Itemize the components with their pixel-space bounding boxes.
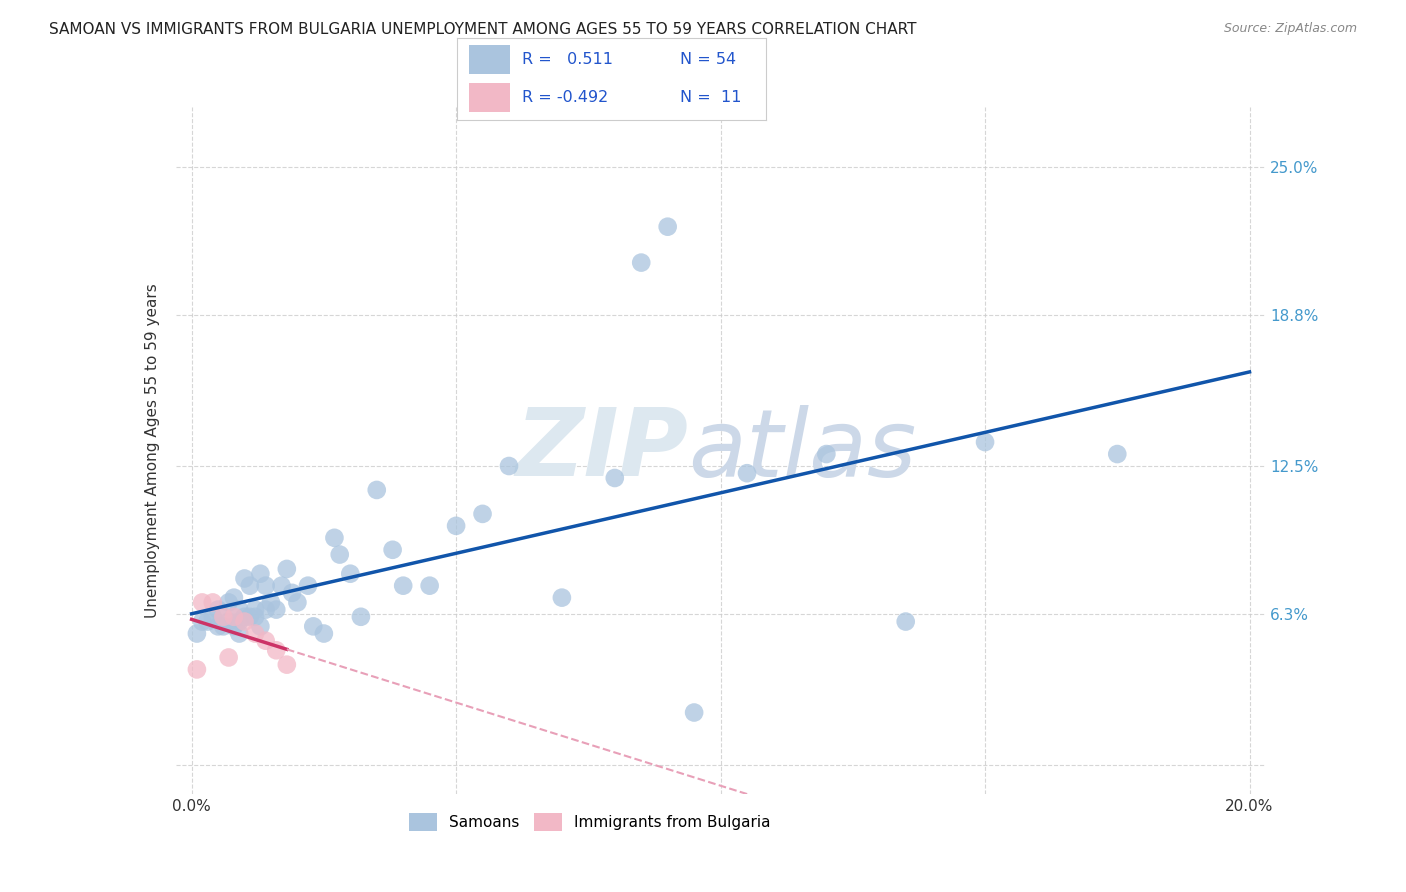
Point	[381, 542, 404, 557]
Point	[366, 483, 388, 497]
Point	[228, 602, 250, 616]
Point	[239, 609, 262, 624]
Point	[207, 602, 229, 616]
Point	[630, 255, 652, 269]
Point	[260, 595, 283, 609]
Point	[233, 615, 256, 629]
FancyBboxPatch shape	[470, 45, 509, 74]
Point	[350, 609, 373, 624]
Point	[239, 579, 262, 593]
Point	[243, 609, 266, 624]
Text: R =   0.511: R = 0.511	[522, 53, 613, 67]
Point	[207, 619, 229, 633]
Text: N =  11: N = 11	[679, 90, 741, 105]
Point	[419, 579, 441, 593]
FancyBboxPatch shape	[470, 83, 509, 112]
Point	[683, 706, 706, 720]
Point	[603, 471, 626, 485]
Text: N = 54: N = 54	[679, 53, 735, 67]
Text: R = -0.492: R = -0.492	[522, 90, 609, 105]
Point	[276, 657, 298, 672]
Text: atlas: atlas	[688, 405, 917, 496]
Point	[228, 626, 250, 640]
Point	[323, 531, 346, 545]
Point	[222, 609, 245, 624]
Point	[735, 466, 758, 480]
Point	[233, 609, 256, 624]
Point	[212, 609, 235, 624]
Point	[233, 572, 256, 586]
Point	[264, 643, 287, 657]
Point	[186, 662, 208, 676]
Point	[312, 626, 335, 640]
Point	[186, 626, 208, 640]
Point	[228, 615, 250, 629]
Point	[1107, 447, 1129, 461]
Point	[201, 609, 224, 624]
Point	[222, 591, 245, 605]
Point	[222, 619, 245, 633]
Text: SAMOAN VS IMMIGRANTS FROM BULGARIA UNEMPLOYMENT AMONG AGES 55 TO 59 YEARS CORREL: SAMOAN VS IMMIGRANTS FROM BULGARIA UNEMP…	[49, 22, 917, 37]
Point	[894, 615, 917, 629]
Point	[249, 566, 271, 581]
Point	[815, 447, 838, 461]
Point	[218, 595, 240, 609]
Text: Source: ZipAtlas.com: Source: ZipAtlas.com	[1223, 22, 1357, 36]
Point	[197, 615, 219, 629]
Point	[243, 602, 266, 616]
Point	[218, 615, 240, 629]
Point	[657, 219, 679, 234]
Point	[498, 458, 520, 473]
Point	[249, 619, 271, 633]
Point	[254, 633, 277, 648]
Point	[974, 435, 997, 450]
Point	[276, 562, 298, 576]
Point	[264, 602, 287, 616]
Point	[243, 626, 266, 640]
Point	[270, 579, 292, 593]
Point	[392, 579, 415, 593]
Point	[471, 507, 494, 521]
Point	[287, 595, 309, 609]
Point	[302, 619, 325, 633]
Legend: Samoans, Immigrants from Bulgaria: Samoans, Immigrants from Bulgaria	[409, 814, 770, 830]
Point	[339, 566, 361, 581]
Point	[191, 615, 214, 629]
Point	[212, 619, 235, 633]
Point	[444, 519, 467, 533]
Point	[254, 579, 277, 593]
Point	[281, 586, 304, 600]
Point	[551, 591, 574, 605]
Point	[329, 548, 352, 562]
Text: ZIP: ZIP	[515, 404, 688, 497]
Point	[201, 595, 224, 609]
Point	[297, 579, 319, 593]
Y-axis label: Unemployment Among Ages 55 to 59 years: Unemployment Among Ages 55 to 59 years	[145, 283, 160, 618]
Point	[218, 650, 240, 665]
Point	[191, 595, 214, 609]
Point	[254, 602, 277, 616]
